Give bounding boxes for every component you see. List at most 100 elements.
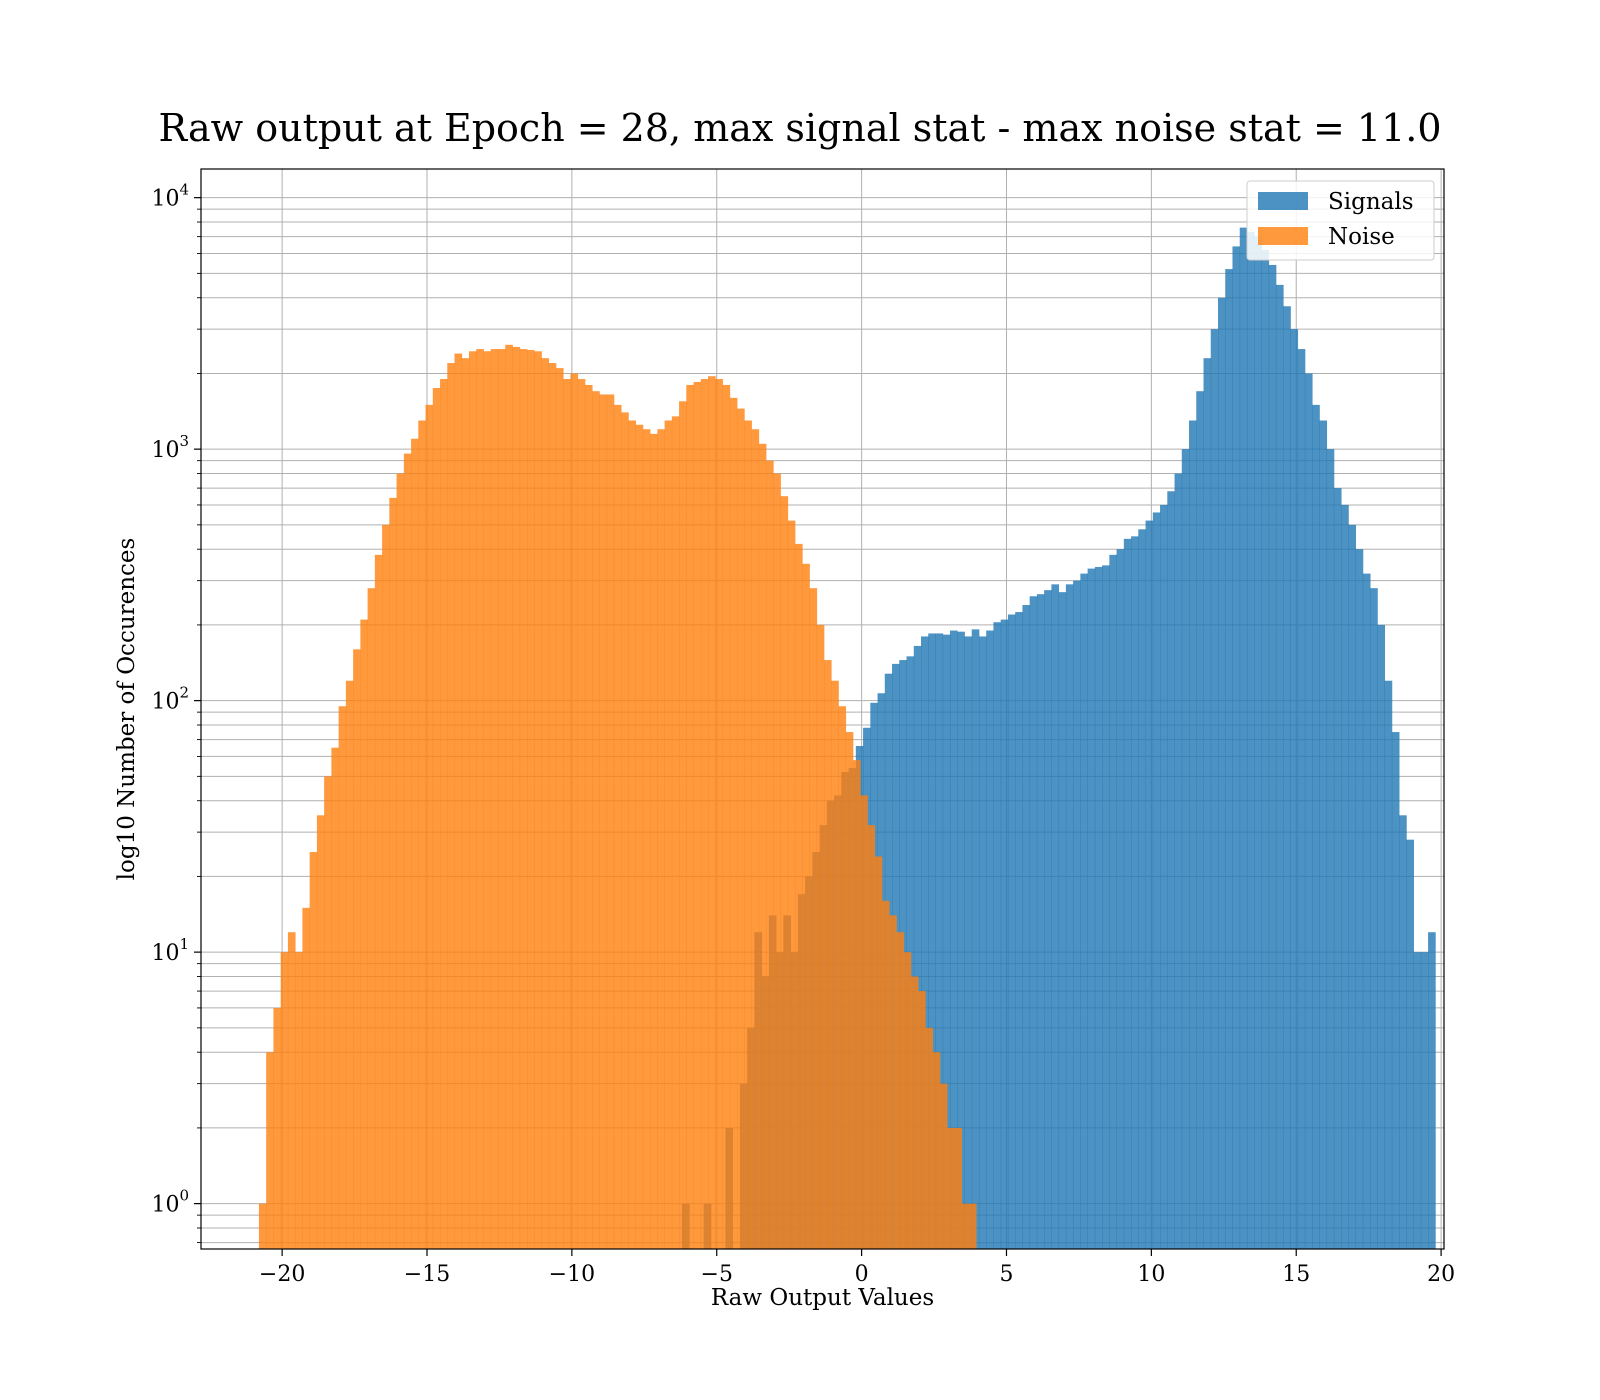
- histogram-bar: [606, 394, 615, 1249]
- histogram-bar: [751, 429, 760, 1249]
- histogram-bar: [1196, 391, 1204, 1249]
- histogram-bar: [1341, 504, 1349, 1249]
- chart-title: Raw output at Epoch = 28, max signal sta…: [158, 106, 1441, 150]
- histogram-bar: [1232, 246, 1241, 1249]
- histogram-bar: [913, 645, 922, 1249]
- histogram-bar: [613, 404, 622, 1250]
- histogram-bar: [708, 376, 716, 1250]
- legend-swatch-noise: [1258, 227, 1308, 245]
- histogram-bar: [345, 680, 354, 1249]
- histogram-bar: [816, 624, 825, 1249]
- histogram-bar: [1399, 815, 1407, 1249]
- histogram-bar: [548, 363, 557, 1249]
- legend: Signals Noise: [1246, 180, 1435, 261]
- histogram-bar: [947, 1127, 955, 1249]
- y-tick-label: 104: [151, 181, 189, 212]
- y-tick-label: 103: [151, 432, 189, 463]
- x-tick-label: 0: [855, 1262, 869, 1287]
- histogram-bar: [787, 520, 796, 1249]
- histogram-bar: [526, 349, 535, 1250]
- histogram-bar: [903, 952, 912, 1249]
- histogram-bar: [693, 381, 702, 1249]
- histogram-bar: [1384, 680, 1393, 1249]
- histogram-bar: [921, 636, 929, 1249]
- y-tick-label: 102: [151, 684, 189, 715]
- histogram-bar: [1377, 624, 1386, 1249]
- histogram-bar: [411, 438, 419, 1249]
- histogram-bar: [1007, 614, 1016, 1249]
- x-tick-label: 10: [1137, 1262, 1165, 1287]
- histogram-bar: [534, 351, 542, 1249]
- histogram-bar: [932, 1052, 941, 1249]
- histogram-bar: [766, 460, 774, 1249]
- histogram-bar: [1044, 590, 1052, 1249]
- histogram-bar: [1218, 297, 1226, 1249]
- histogram-bar: [1022, 605, 1031, 1249]
- histogram-bar: [961, 1203, 970, 1249]
- histogram-bar: [367, 588, 376, 1249]
- histogram-bar: [942, 634, 951, 1249]
- histogram-bar: [1051, 584, 1060, 1249]
- histogram-bar: [881, 900, 890, 1249]
- histogram-bar: [570, 373, 579, 1250]
- x-tick-label: 20: [1427, 1262, 1455, 1287]
- histogram-bar: [1102, 565, 1110, 1249]
- x-tick-label: −20: [259, 1262, 305, 1287]
- histogram-bar: [1370, 588, 1378, 1249]
- histogram-bar: [802, 563, 810, 1249]
- histogram-bar: [1087, 568, 1096, 1249]
- histogram-bar: [1145, 520, 1154, 1249]
- histogram-bar: [258, 1203, 267, 1249]
- histogram-bar: [737, 408, 745, 1250]
- histogram-bar: [555, 368, 564, 1249]
- histogram-bar: [729, 397, 738, 1250]
- histogram-bar: [541, 358, 550, 1249]
- histogram-bar: [1283, 306, 1291, 1249]
- histogram-bar: [512, 346, 521, 1250]
- histogram-bar: [686, 384, 694, 1250]
- histogram-bar: [744, 420, 752, 1249]
- histogram-bar: [671, 416, 680, 1250]
- histogram-bar: [440, 379, 448, 1249]
- histogram-bar: [483, 351, 492, 1249]
- histogram-bar: [1203, 358, 1212, 1249]
- histogram-bar: [971, 629, 980, 1249]
- histogram-bar: [1391, 732, 1400, 1249]
- axis-ticks: −20 −15 −10 −5 0 5 10 15 20 100 101 102 103 104: [151, 181, 1455, 1287]
- histogram-bar: [809, 588, 818, 1249]
- histogram-bar: [993, 622, 1002, 1249]
- histogram-bar: [374, 554, 383, 1249]
- histogram-bar: [584, 384, 593, 1250]
- histogram-bar: [1036, 594, 1045, 1249]
- x-tick-label: 15: [1282, 1262, 1310, 1287]
- histogram-bar: [1116, 549, 1125, 1249]
- histogram-bar: [454, 353, 463, 1249]
- histogram-bar: [309, 852, 318, 1249]
- histogram-bar: [599, 394, 608, 1249]
- histogram-bar: [1073, 580, 1081, 1249]
- histogram-bar: [389, 497, 397, 1249]
- histogram-bar: [679, 401, 687, 1249]
- histogram-bar: [396, 473, 405, 1249]
- histogram-bar: [1189, 420, 1197, 1249]
- histogram-bar: [838, 706, 847, 1249]
- x-tick-label: −15: [404, 1262, 450, 1287]
- histogram-bar: [360, 619, 369, 1249]
- histogram-bar: [935, 633, 944, 1249]
- histogram-bar: [896, 932, 905, 1249]
- histogram-bar: [461, 358, 470, 1249]
- histogram-bar: [1290, 329, 1299, 1249]
- histogram-bar: [715, 379, 723, 1249]
- histogram-bar: [657, 429, 665, 1249]
- histogram-bar: [986, 630, 994, 1249]
- histogram-bar: [353, 649, 361, 1249]
- histogram-bar: [1261, 249, 1270, 1250]
- histogram-bar: [469, 351, 477, 1249]
- histogram-bar: [852, 760, 861, 1249]
- histogram-bar: [722, 384, 731, 1250]
- histogram-bar: [954, 1127, 962, 1249]
- histogram-bar: [476, 349, 484, 1249]
- histogram-bar: [1058, 592, 1067, 1249]
- histogram-bar: [382, 524, 390, 1249]
- histogram-bar: [968, 1203, 977, 1249]
